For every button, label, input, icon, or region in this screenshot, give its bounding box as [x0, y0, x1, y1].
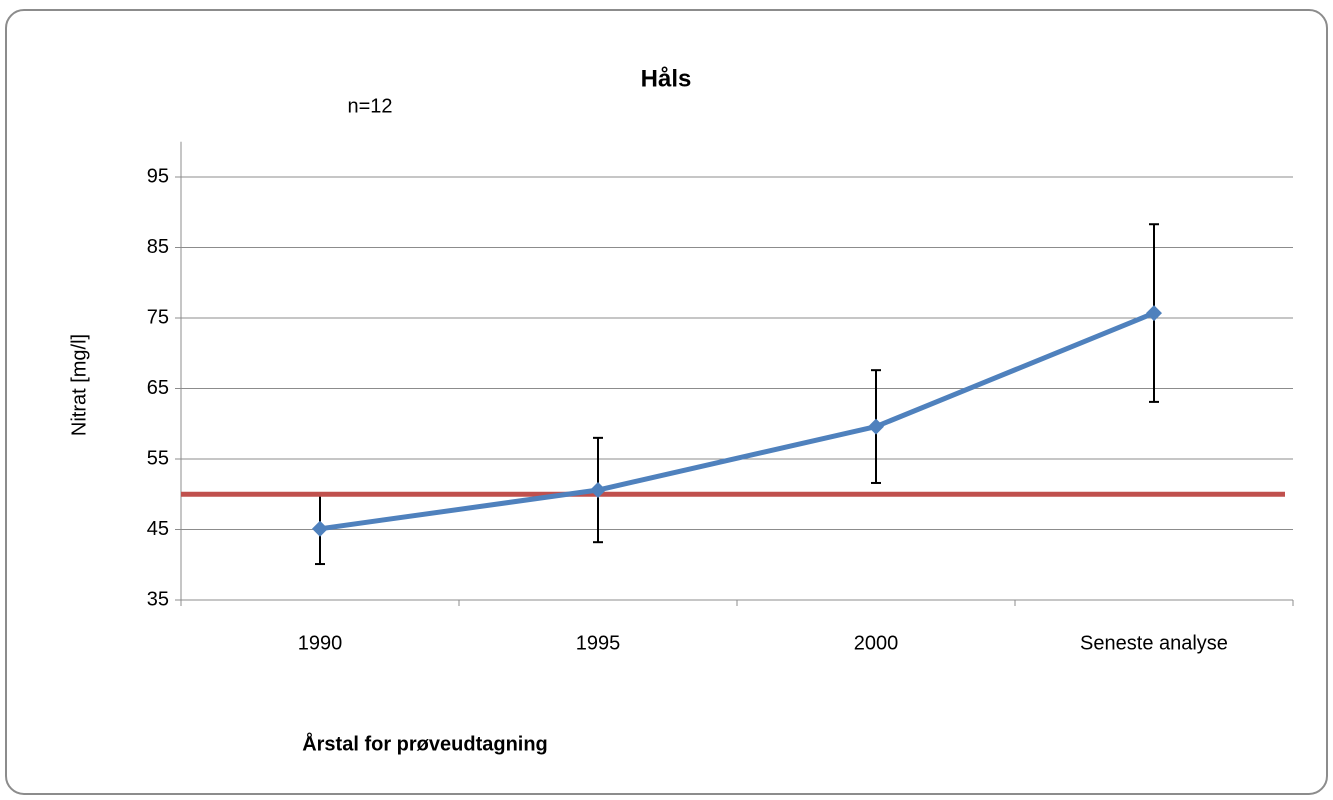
x-axis-label: Årstal for prøveudtagning: [302, 731, 548, 755]
point-marker: [312, 520, 328, 537]
x-tick-label: 1995: [576, 632, 621, 654]
y-tick-label: 65: [147, 377, 169, 399]
x-tick-label: Seneste analyse: [1080, 632, 1228, 654]
y-tick-label: 95: [147, 165, 169, 187]
point-marker: [1146, 305, 1162, 322]
x-tick-label: 1990: [298, 632, 343, 654]
y-tick-label: 45: [147, 518, 169, 540]
series-line: [319, 310, 1155, 532]
point-marker: [590, 482, 606, 499]
x-tick-label: 2000: [854, 632, 899, 654]
annotation: n=12: [347, 95, 392, 117]
y-tick-label: 55: [147, 447, 169, 469]
y-tick-label: 75: [147, 306, 169, 328]
chart-title: Håls: [641, 65, 692, 92]
y-axis-label: Nitrat [mg/l]: [68, 334, 90, 436]
chart-frame: [5, 9, 1328, 795]
y-tick-label: 35: [147, 588, 169, 610]
point-marker: [868, 418, 884, 435]
y-tick-label: 85: [147, 236, 169, 258]
